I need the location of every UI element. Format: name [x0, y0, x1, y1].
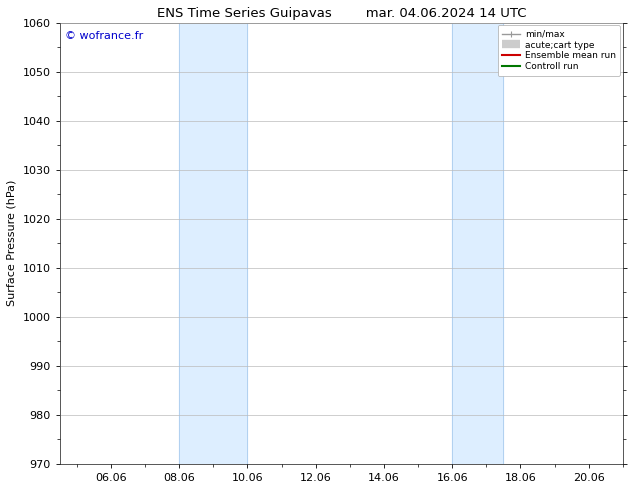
- Text: © wofrance.fr: © wofrance.fr: [65, 31, 143, 41]
- Y-axis label: Surface Pressure (hPa): Surface Pressure (hPa): [7, 180, 17, 306]
- Bar: [452, 23, 503, 464]
- Legend: min/max, acute;cart type, Ensemble mean run, Controll run: min/max, acute;cart type, Ensemble mean …: [498, 25, 620, 75]
- Title: ENS Time Series Guipavas        mar. 04.06.2024 14 UTC: ENS Time Series Guipavas mar. 04.06.2024…: [157, 7, 526, 20]
- Bar: [179, 23, 247, 464]
